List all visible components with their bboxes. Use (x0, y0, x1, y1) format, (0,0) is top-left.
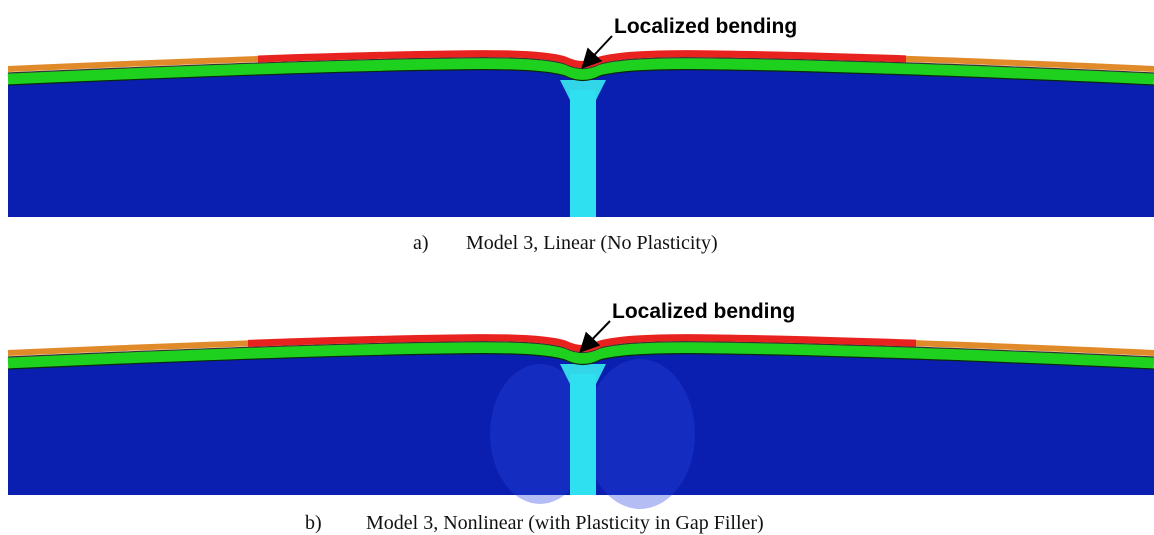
caption-label: a) (413, 232, 429, 254)
gap-filler (570, 374, 596, 495)
annotation: Localized bending (612, 300, 795, 323)
annotation: Localized bending (614, 15, 797, 38)
gap-filler (570, 90, 596, 217)
stress-shade (585, 359, 695, 509)
caption: Model 3, Linear (No Plasticity) (466, 232, 718, 254)
figure: Localized bending a) Model 3, Linear (No… (0, 0, 1154, 535)
panel-a (8, 54, 1154, 217)
caption: Model 3, Nonlinear (with Plasticity in G… (366, 512, 764, 534)
panel-b (8, 338, 1154, 509)
caption-label: b) (305, 512, 322, 534)
